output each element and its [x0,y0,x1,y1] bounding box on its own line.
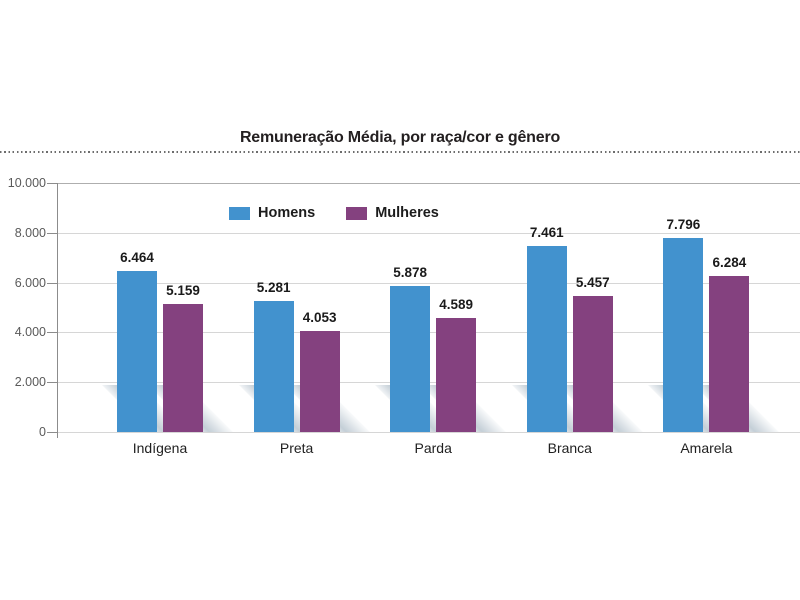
y-tick-mark [47,332,57,334]
category-label-branca: Branca [547,440,592,456]
value-label: 6.464 [120,250,154,266]
bar-homens-preta [253,300,294,432]
value-label: 5.457 [575,275,610,291]
y-tick-mark [47,232,57,234]
bar-homens-amarela [663,237,704,432]
y-axis-line [57,183,58,438]
chart-title: Remuneração Média, por raça/cor e gênero [239,129,561,146]
gridline-0 [57,432,800,433]
bar-mulheres-amarela [709,275,750,432]
value-label: 5.281 [256,279,291,295]
bar-mulheres-preta [299,331,340,432]
category-label-amarela: Amarela [680,440,733,456]
bar-mulheres-branca [572,296,613,432]
category-label-preta: Preta [279,440,314,456]
legend-item-mulheres: Mulheres [346,205,439,221]
legend-label: Mulheres [375,205,439,221]
legend-swatch-icon [229,206,250,220]
value-label: 4.589 [439,296,474,312]
gridline-6.000 [57,282,800,284]
bar-homens-branca [526,246,567,432]
y-tick-mark [47,183,57,184]
y-tick-label: 8.000 [14,225,46,240]
y-tick-mark [47,382,57,384]
legend-swatch-icon [346,206,368,220]
value-label: 6.284 [712,254,747,270]
bar-homens-parda [390,285,431,432]
value-label: 5.159 [166,282,200,298]
gridline-8.000 [57,232,800,234]
value-label: 7.461 [529,225,564,241]
y-tick-mark [47,282,57,284]
gridline-10.000 [57,183,800,184]
bar-mulheres-indígena [163,303,203,432]
legend-item-homens: Homens [229,205,315,221]
y-tick-label: 0 [39,425,46,439]
y-tick-label: 4.000 [14,325,46,340]
y-tick-label: 10.000 [7,176,46,190]
value-label: 5.878 [393,264,428,280]
category-label-parda: Parda [414,440,452,456]
chart-legend: Homens Mulheres [229,205,439,221]
y-tick-label: 2.000 [14,375,46,390]
category-label-indígena: Indígena [132,440,188,456]
y-tick-label: 6.000 [14,275,46,290]
value-label: 7.796 [666,216,701,232]
bar-homens-indígena [117,271,157,432]
y-tick-mark [47,432,57,433]
bar-mulheres-parda [436,317,477,432]
title-divider [0,151,800,153]
legend-label: Homens [258,205,316,221]
value-label: 4.053 [302,310,337,326]
